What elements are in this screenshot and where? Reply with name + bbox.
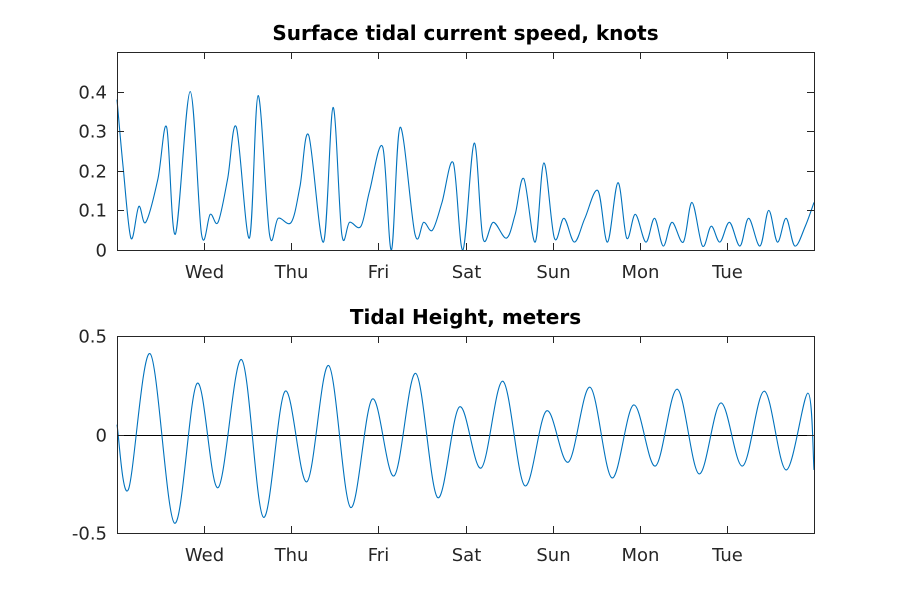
tidal-height-xtick-label: Tue	[711, 545, 743, 566]
tidal-height-xtick-label: Mon	[622, 545, 660, 566]
current-speed-ytick-label: 0	[96, 241, 107, 262]
tidal-height-ytick-label: -0.5	[72, 524, 107, 545]
current-speed-ytick-label: 0.4	[78, 83, 107, 104]
current-speed-axes: Surface tidal current speed, knots 0 0.1 0…	[78, 21, 815, 283]
current-speed-ytick-label: 0.2	[78, 162, 107, 183]
tidal-height-xtick-label: Thu	[274, 545, 309, 566]
tidal-height-xtick-label: Sat	[452, 545, 482, 566]
tidal-height-xtick-label: Sun	[536, 545, 570, 566]
current-speed-xtick-label: Sun	[536, 262, 570, 283]
current-speed-xtick-label: Mon	[622, 262, 660, 283]
current-speed-xtick-label: Thu	[274, 262, 309, 283]
tidal-height-xtick-label: Fri	[368, 545, 389, 566]
tidal-height-ytick-label: 0	[96, 426, 107, 447]
current-speed-ytick-label: 0.1	[78, 201, 107, 222]
current-speed-axes-box	[117, 52, 815, 251]
current-speed-ytick-label: 0.3	[78, 122, 107, 143]
current-speed-title: Surface tidal current speed, knots	[272, 21, 658, 45]
current-speed-series-line	[116, 91, 815, 251]
tidal-height-title: Tidal Height, meters	[350, 305, 581, 329]
current-speed-xtick-label: Fri	[368, 262, 389, 283]
current-speed-xtick-label: Tue	[711, 262, 743, 283]
tidal-height-axes: Tidal Height, meters -0.5 0 0.5 Wed Thu Fri Sa…	[72, 305, 815, 566]
tidal-height-xtick-label: Wed	[185, 545, 224, 566]
current-speed-xtick-label: Sat	[452, 262, 482, 283]
tidal-height-ytick-label: 0.5	[78, 327, 107, 348]
tidal-height-series-line	[116, 353, 815, 524]
current-speed-xtick-label: Wed	[185, 262, 224, 283]
